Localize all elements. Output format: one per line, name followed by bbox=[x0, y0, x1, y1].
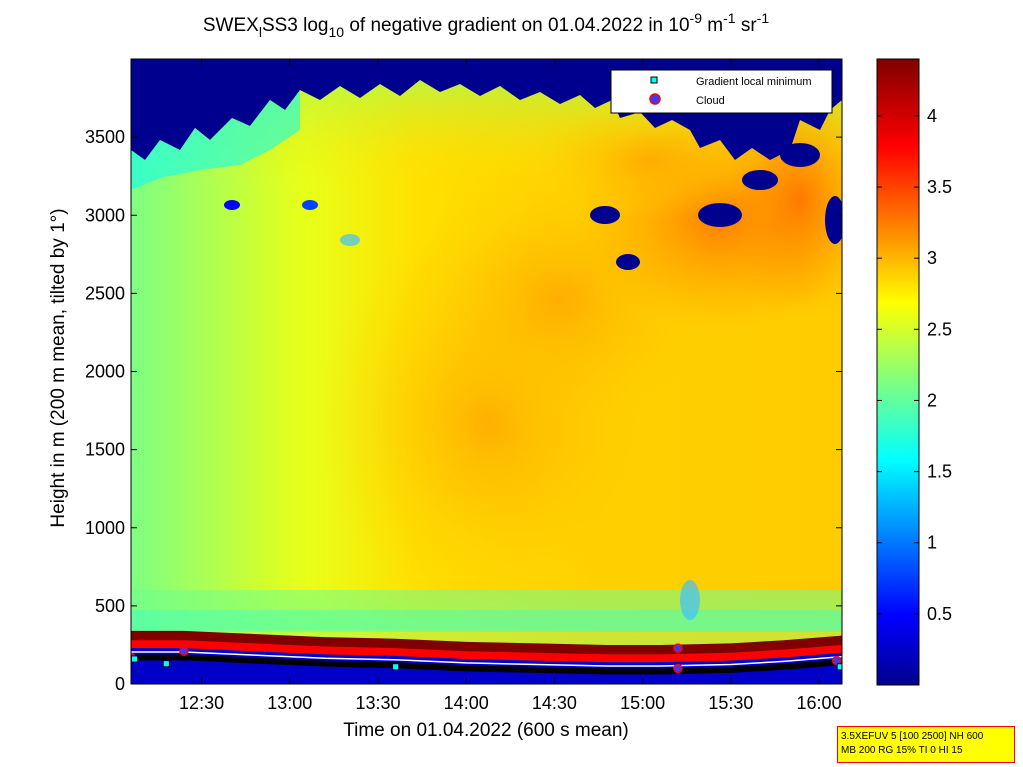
cloud-point bbox=[673, 643, 683, 653]
y-tick-label: 2000 bbox=[85, 362, 125, 382]
gradient-minimum-point bbox=[162, 660, 170, 668]
colorbar-tick-label: 3 bbox=[927, 248, 937, 268]
y-tick-label: 1500 bbox=[85, 440, 125, 460]
legend: Gradient local minimum Cloud bbox=[610, 69, 833, 114]
colorbar-tick-label: 0.5 bbox=[927, 604, 952, 624]
y-tick-label: 500 bbox=[95, 596, 125, 616]
y-axis-label: Height in m (200 m mean, tilted by 1°) bbox=[48, 208, 69, 527]
y-axis: 0 500 1000 1500 2000 2500 3000 3500 bbox=[85, 127, 842, 694]
heatmap-field bbox=[131, 59, 842, 684]
x-tick-label: 14:00 bbox=[444, 693, 489, 713]
colorbar-tick-label: 2.5 bbox=[927, 319, 952, 339]
y-tick-label: 0 bbox=[115, 674, 125, 694]
x-tick-label: 15:30 bbox=[708, 693, 753, 713]
info-line-2: MB 200 RG 15% TI 0 HI 15 bbox=[841, 745, 963, 756]
x-tick-label: 15:00 bbox=[620, 693, 665, 713]
legend-label-cloud: Cloud bbox=[696, 95, 725, 107]
colorbar bbox=[876, 58, 920, 686]
colorbar-tick-label: 2 bbox=[927, 390, 937, 410]
legend-label-gradient: Gradient local minimum bbox=[696, 76, 812, 88]
gradient-minimum-point bbox=[392, 663, 400, 671]
colorbar-tick-label: 1.5 bbox=[927, 462, 952, 482]
gradient-minimum-point bbox=[836, 663, 842, 671]
y-tick-label: 3000 bbox=[85, 205, 125, 225]
x-tick-label: 12:30 bbox=[179, 693, 224, 713]
colorbar-axis: 0.5 1 1.5 2 2.5 3 3.5 4 bbox=[877, 106, 952, 624]
gradient-minimum-point bbox=[131, 655, 138, 663]
chart-title: SWEXlSS3 log10 of negative gradient on 0… bbox=[203, 10, 769, 40]
surface-white-line bbox=[131, 651, 842, 667]
colorbar-tick-label: 1 bbox=[927, 533, 937, 553]
y-tick-label: 1000 bbox=[85, 518, 125, 538]
x-tick-label: 13:00 bbox=[267, 693, 312, 713]
y-tick-label: 3500 bbox=[85, 127, 125, 147]
legend-cloud-marker bbox=[649, 93, 661, 105]
info-line-1: 3.5XEFUV 5 [100 2500] NH 600 bbox=[841, 731, 984, 742]
x-tick-label: 16:00 bbox=[797, 693, 842, 713]
x-axis: 12:30 13:00 13:30 14:00 14:30 15:00 15:30 16:00 bbox=[179, 59, 842, 713]
cloud-point bbox=[673, 663, 683, 674]
cloud-point bbox=[179, 646, 189, 656]
cloud-point bbox=[831, 655, 842, 666]
legend-gradient-marker bbox=[650, 76, 658, 84]
x-tick-label: 14:30 bbox=[532, 693, 577, 713]
x-axis-label: Time on 01.04.2022 (600 s mean) bbox=[343, 720, 629, 741]
info-box: 3.5XEFUV 5 [100 2500] NH 600 MB 200 RG 1… bbox=[837, 726, 1015, 763]
colorbar-tick-label: 4 bbox=[927, 106, 937, 126]
colorbar-tick-label: 3.5 bbox=[927, 177, 952, 197]
y-tick-label: 2500 bbox=[85, 283, 125, 303]
gradient-minimum-line bbox=[131, 654, 842, 675]
x-tick-label: 13:30 bbox=[355, 693, 400, 713]
